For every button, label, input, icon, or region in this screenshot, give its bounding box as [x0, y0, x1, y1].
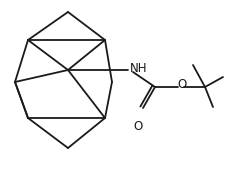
Text: O: O [177, 78, 187, 90]
Text: NH: NH [130, 62, 148, 74]
Text: O: O [133, 120, 143, 133]
